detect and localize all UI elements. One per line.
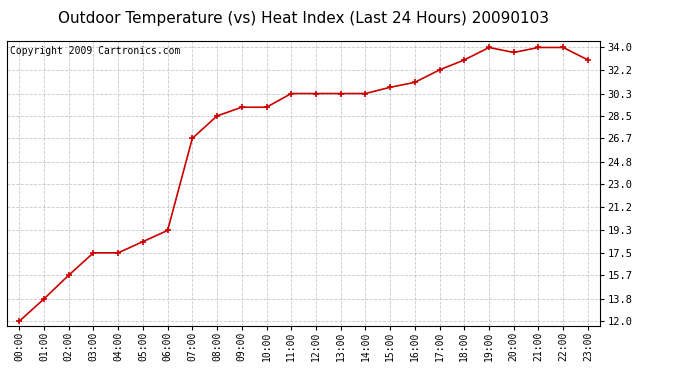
Text: Copyright 2009 Cartronics.com: Copyright 2009 Cartronics.com [10, 45, 180, 56]
Text: Outdoor Temperature (vs) Heat Index (Last 24 Hours) 20090103: Outdoor Temperature (vs) Heat Index (Las… [58, 11, 549, 26]
